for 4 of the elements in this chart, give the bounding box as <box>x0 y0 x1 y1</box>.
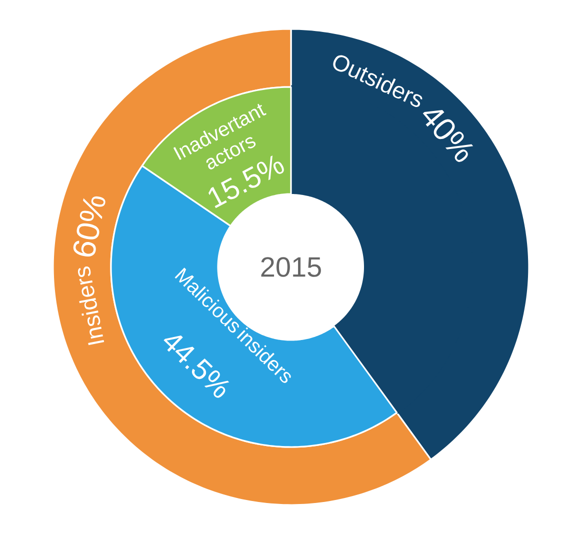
slice-label: Insiders <box>78 266 104 346</box>
data-label: 60% <box>73 196 106 257</box>
data-label: 40% <box>422 110 474 162</box>
text: 2015 <box>261 257 321 277</box>
